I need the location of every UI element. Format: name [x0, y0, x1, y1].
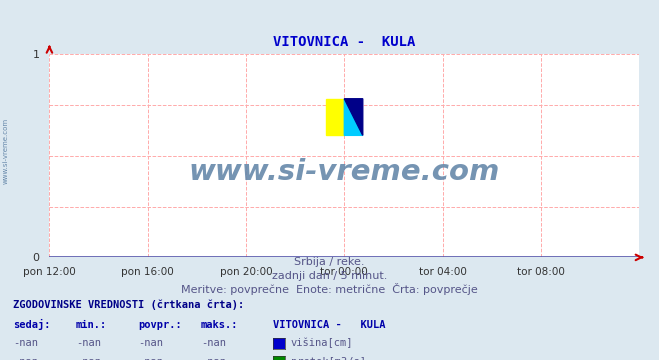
Text: sedaj:: sedaj: — [13, 319, 51, 330]
Text: www.si-vreme.com: www.si-vreme.com — [2, 118, 9, 184]
Text: -nan: -nan — [76, 357, 101, 360]
Text: -nan: -nan — [201, 357, 226, 360]
Text: Srbija / reke.: Srbija / reke. — [295, 257, 364, 267]
Text: -nan: -nan — [201, 338, 226, 348]
Text: zadnji dan / 5 minut.: zadnji dan / 5 minut. — [272, 271, 387, 281]
Text: VITOVNICA -   KULA: VITOVNICA - KULA — [273, 320, 386, 330]
Text: maks.:: maks.: — [201, 320, 239, 330]
Text: Meritve: povprečne  Enote: metrične  Črta: povprečje: Meritve: povprečne Enote: metrične Črta:… — [181, 283, 478, 296]
Text: -nan: -nan — [13, 357, 38, 360]
Text: višina[cm]: višina[cm] — [291, 338, 353, 348]
Bar — [326, 99, 345, 135]
Text: povpr.:: povpr.: — [138, 320, 182, 330]
Text: -nan: -nan — [138, 338, 163, 348]
Title: VITOVNICA -  KULA: VITOVNICA - KULA — [273, 35, 416, 49]
Text: pretok[m3/s]: pretok[m3/s] — [291, 357, 366, 360]
Text: www.si-vreme.com: www.si-vreme.com — [188, 158, 500, 186]
Text: -nan: -nan — [138, 357, 163, 360]
Polygon shape — [345, 99, 362, 135]
Text: -nan: -nan — [13, 338, 38, 348]
Text: min.:: min.: — [76, 320, 107, 330]
Text: -nan: -nan — [76, 338, 101, 348]
Polygon shape — [345, 99, 362, 135]
Text: ZGODOVINSKE VREDNOSTI (črtkana črta):: ZGODOVINSKE VREDNOSTI (črtkana črta): — [13, 299, 244, 310]
